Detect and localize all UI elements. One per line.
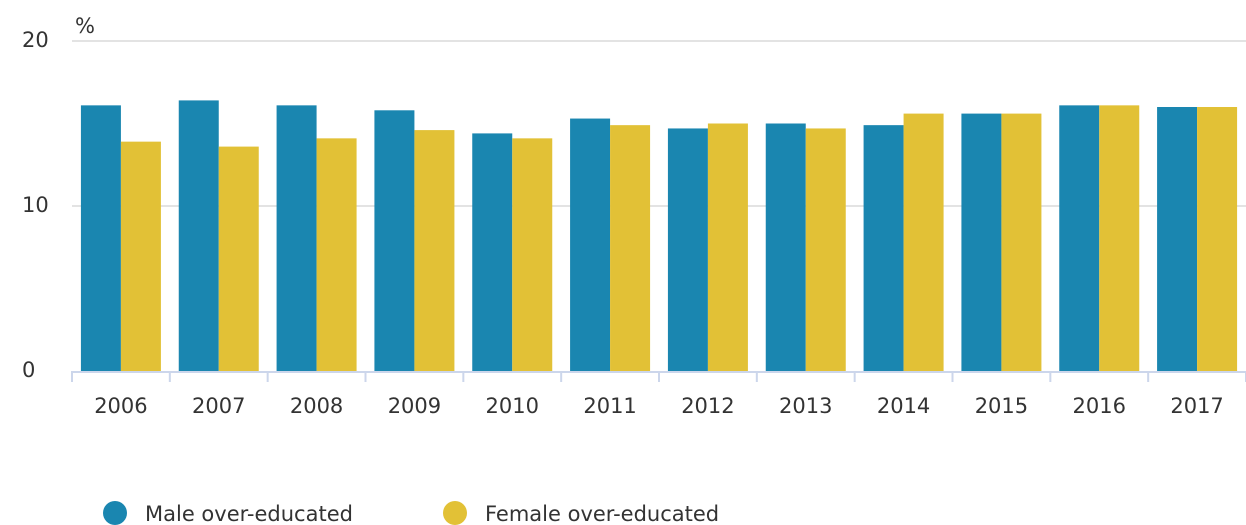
x-tick-label: 2009: [388, 394, 441, 418]
bar: [863, 125, 904, 372]
bar: [472, 133, 513, 371]
legend-marker: [103, 501, 127, 525]
x-tick-label: 2016: [1073, 394, 1126, 418]
bar: [1059, 105, 1100, 371]
bar: [218, 146, 259, 371]
bar: [765, 123, 806, 371]
legend-marker: [443, 501, 467, 525]
bar: [276, 105, 317, 371]
x-tick-label: 2017: [1170, 394, 1223, 418]
bar: [512, 138, 553, 371]
bar: [316, 138, 357, 371]
bar: [1157, 107, 1198, 371]
legend-label: Male over-educated: [145, 502, 353, 525]
y-axis-unit: %: [75, 14, 95, 38]
x-tick-label: 2010: [486, 394, 539, 418]
x-tick-label: 2008: [290, 394, 343, 418]
y-tick-label: 10: [22, 193, 49, 217]
bar: [178, 100, 219, 372]
bar: [414, 130, 455, 371]
y-tick-label: 20: [22, 28, 49, 52]
bar: [667, 128, 708, 371]
y-tick-label: 0: [22, 358, 35, 382]
x-tick-label: 2014: [877, 394, 930, 418]
bar: [120, 141, 161, 371]
x-tick-label: 2015: [975, 394, 1028, 418]
bar: [80, 105, 121, 371]
x-tick-label: 2011: [583, 394, 636, 418]
bar: [805, 128, 846, 371]
bar: [903, 113, 944, 371]
bar: [1001, 113, 1042, 371]
bar: [1197, 107, 1238, 371]
bar: [374, 110, 415, 372]
bar: [961, 113, 1002, 371]
bar: [610, 125, 651, 372]
x-tick-label: 2006: [94, 394, 147, 418]
bar: [707, 123, 748, 371]
x-tick-label: 2013: [779, 394, 832, 418]
bar: [570, 118, 611, 371]
x-tick-label: 2012: [681, 394, 734, 418]
x-tick-label: 2007: [192, 394, 245, 418]
bar: [1099, 105, 1140, 371]
legend-label: Female over-educated: [485, 502, 719, 525]
